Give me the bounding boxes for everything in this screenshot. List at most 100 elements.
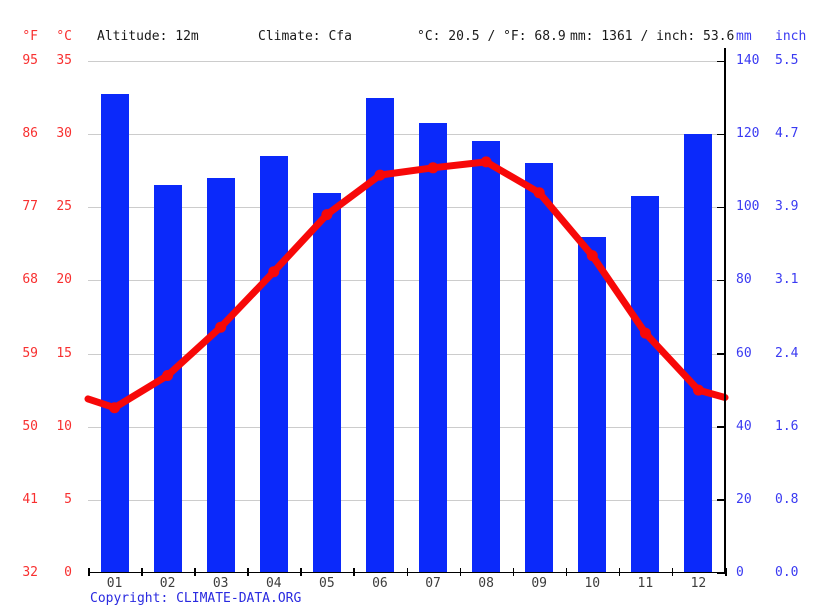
- right-axis-unit-inch: inch: [775, 29, 807, 44]
- month-label: 05: [319, 576, 335, 591]
- precip-bar: [684, 134, 713, 573]
- gridline: [88, 353, 725, 355]
- month-label: 12: [690, 576, 707, 591]
- temp-point: [693, 384, 704, 396]
- fahrenheit-tick-label: 41: [22, 491, 38, 507]
- inch-tick-label: 2.4: [775, 345, 799, 361]
- temp-point: [268, 266, 280, 278]
- temp-point: [639, 327, 651, 339]
- month-label: 09: [531, 576, 548, 591]
- right-axis-unit-mm: mm: [736, 29, 752, 44]
- temp-point: [480, 156, 492, 168]
- inch-tick-label: 5.5: [775, 53, 799, 68]
- right-axis-tick: [717, 206, 725, 209]
- bottom-axis-tick: [300, 568, 302, 576]
- total-precip-label: mm: 1361 / inch: 53.6: [570, 29, 735, 44]
- bottom-axis-tick: [459, 568, 462, 576]
- fahrenheit-tick-label: 86: [22, 126, 38, 142]
- mm-tick-label: 40: [736, 418, 752, 434]
- right-axis-tick: [717, 60, 725, 62]
- left-axis-unit-celsius: °C: [56, 29, 72, 44]
- right-axis-tick: [717, 499, 725, 501]
- temp-point: [109, 402, 120, 414]
- bottom-axis-tick: [247, 568, 249, 576]
- inch-tick-label: 0.8: [775, 491, 799, 507]
- month-label: 02: [159, 576, 176, 591]
- right-axis-tick: [717, 133, 725, 136]
- right-axis-tick: [717, 426, 725, 428]
- fahrenheit-tick-label: 59: [22, 345, 38, 361]
- mm-tick-label: 60: [736, 345, 752, 361]
- month-label: 07: [425, 576, 441, 591]
- right-axis-line: [724, 48, 726, 573]
- celsius-tick-label: 5: [64, 491, 72, 507]
- mean-temp-label: °C: 20.5 / °F: 68.9: [417, 29, 566, 44]
- inch-tick-label: 4.7: [775, 126, 799, 142]
- left-axis-unit-fahrenheit: °F: [22, 29, 38, 44]
- month-label: 01: [106, 576, 123, 591]
- fahrenheit-tick-label: 77: [22, 199, 38, 215]
- bottom-axis-tick: [88, 568, 90, 576]
- temp-point: [374, 169, 386, 181]
- bottom-axis-tick: [671, 568, 674, 576]
- gridline: [88, 280, 725, 282]
- precip-bar: [206, 178, 235, 573]
- temp-point: [162, 370, 174, 381]
- temp-line: [84, 158, 729, 412]
- temp-point: [586, 250, 598, 262]
- month-label: 06: [372, 576, 388, 591]
- bottom-axis-tick: [353, 568, 355, 576]
- right-axis-tick: [717, 572, 725, 574]
- month-label: 04: [265, 576, 282, 591]
- celsius-tick-label: 30: [56, 126, 72, 142]
- fahrenheit-tick-label: 68: [22, 272, 38, 288]
- mm-tick-label: 120: [736, 126, 760, 142]
- inch-tick-label: 3.1: [775, 272, 799, 288]
- precip-bar: [259, 156, 288, 573]
- right-axis-tick: [717, 353, 725, 355]
- fahrenheit-tick-label: 32: [22, 565, 38, 580]
- bottom-axis-tick: [141, 568, 143, 576]
- precip-bar: [525, 163, 554, 573]
- celsius-tick-label: 25: [56, 199, 72, 215]
- temp-line-layer: [84, 156, 729, 414]
- gridline: [88, 134, 725, 136]
- copyright-link[interactable]: CLIMATE-DATA.ORG: [176, 591, 302, 606]
- month-label: 10: [584, 576, 601, 591]
- copyright-label: Copyright:: [90, 591, 177, 606]
- inch-tick-label: 0.0: [775, 565, 799, 580]
- mm-tick-label: 0: [736, 565, 744, 580]
- bottom-axis-tick: [618, 568, 621, 576]
- copyright-line: Copyright: CLIMATE-DATA.ORG: [90, 590, 301, 607]
- temp-point: [427, 162, 439, 174]
- mm-tick-label: 140: [736, 53, 760, 68]
- celsius-tick-label: 0: [64, 565, 72, 580]
- precip-bar: [578, 236, 607, 573]
- fahrenheit-tick-label: 95: [22, 53, 38, 68]
- climate-class-label: Climate: Cfa: [258, 29, 352, 44]
- temp-point: [215, 321, 227, 333]
- celsius-tick-label: 20: [56, 272, 72, 288]
- celsius-tick-label: 10: [56, 418, 72, 434]
- mm-tick-label: 100: [736, 199, 760, 215]
- gridline: [88, 61, 725, 62]
- gridline: [88, 499, 725, 501]
- gridline: [88, 426, 725, 428]
- precip-bar: [419, 123, 448, 573]
- month-label: 08: [478, 576, 494, 591]
- celsius-tick-label: 15: [56, 345, 72, 361]
- precip-bar: [631, 196, 660, 573]
- precip-bar: [472, 141, 501, 573]
- temp-point: [533, 187, 545, 199]
- gridline: [88, 207, 725, 209]
- month-label: 11: [637, 576, 654, 591]
- bottom-axis-tick: [406, 568, 408, 576]
- right-axis-tick: [717, 279, 725, 282]
- fahrenheit-tick-label: 50: [22, 418, 38, 434]
- month-label: 03: [212, 576, 229, 591]
- bottom-axis-tick: [512, 568, 515, 576]
- celsius-tick-label: 35: [56, 53, 72, 68]
- inch-tick-label: 3.9: [775, 199, 799, 215]
- mm-tick-label: 80: [736, 272, 752, 288]
